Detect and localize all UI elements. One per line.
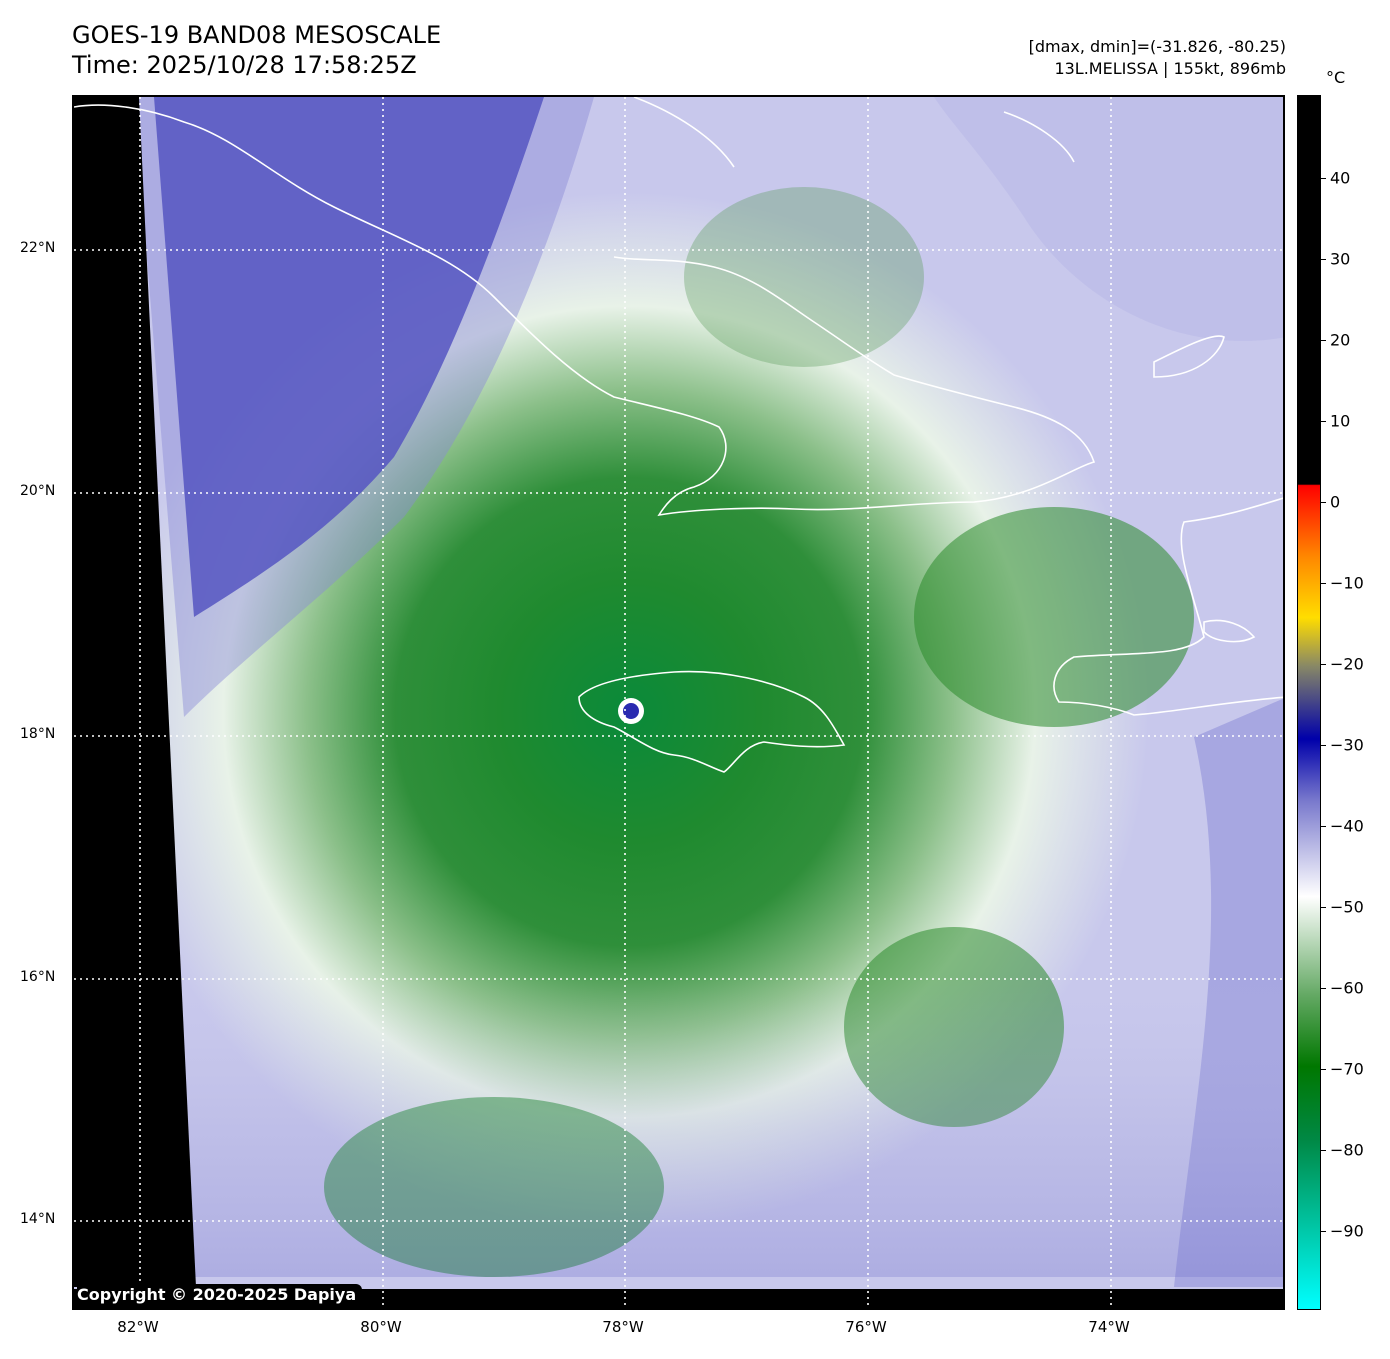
colorbar-tick-label: −60 <box>1330 978 1364 998</box>
colorbar-tick-label: 20 <box>1330 330 1351 350</box>
lon-label-80w: 80°W <box>360 1318 402 1336</box>
lat-lon-grid <box>74 97 1283 1308</box>
colorbar-tick-mark <box>1321 664 1326 665</box>
product-title: GOES-19 BAND08 MESOSCALE <box>72 21 442 49</box>
dry-air-region <box>134 97 544 617</box>
lat-label-22n: 22°N <box>20 240 56 256</box>
satellite-image <box>72 95 1285 1310</box>
colorbar-tick-label: −10 <box>1330 573 1364 593</box>
colorbar-tick-label: −30 <box>1330 735 1364 755</box>
lat-label-20n: 20°N <box>20 483 56 499</box>
lon-label-74w: 74°W <box>1088 1318 1130 1336</box>
colorbar-tick-mark <box>1321 502 1326 503</box>
colorbar-tick-mark <box>1321 826 1326 827</box>
colorbar-tick-label: −40 <box>1330 816 1364 836</box>
colorbar-tick-mark <box>1321 421 1326 422</box>
lat-label-14n: 14°N <box>20 1211 56 1227</box>
storm-info: 13L.MELISSA | 155kt, 896mb <box>1054 59 1286 78</box>
colorbar-tick-label: −80 <box>1330 1140 1364 1160</box>
lon-label-78w: 78°W <box>602 1318 644 1336</box>
copyright-notice: Copyright © 2020-2025 Dapiya <box>77 1284 363 1307</box>
colorbar-tick-label: −20 <box>1330 654 1364 674</box>
observation-time: Time: 2025/10/28 17:58:25Z <box>72 51 417 79</box>
colorbar-tick-label: 30 <box>1330 249 1351 269</box>
lon-label-82w: 82°W <box>117 1318 159 1336</box>
lon-label-76w: 76°W <box>845 1318 887 1336</box>
colorbar-unit: °C <box>1326 68 1346 87</box>
colorbar-tick-mark <box>1321 745 1326 746</box>
lat-label-18n: 18°N <box>20 726 56 742</box>
colorbar-tick-mark <box>1321 988 1326 989</box>
coastlines <box>74 97 1283 773</box>
colorbar-tick-label: 40 <box>1330 168 1351 188</box>
colorbar-tick-label: −70 <box>1330 1059 1364 1079</box>
colorbar-tick-mark <box>1321 340 1326 341</box>
colorbar-tick-mark <box>1321 583 1326 584</box>
colorbar-tick-mark <box>1321 1069 1326 1070</box>
colorbar-tick-label: −50 <box>1330 897 1364 917</box>
water-vapor-imagery <box>74 97 1283 1308</box>
colorbar-tick-label: 10 <box>1330 411 1351 431</box>
colorbar-tick-label: 0 <box>1330 492 1341 512</box>
colorbar-tick-mark <box>1321 1150 1326 1151</box>
colorbar-tick-mark <box>1321 259 1326 260</box>
colorbar <box>1297 95 1321 1310</box>
lat-label-16n: 16°N <box>20 969 56 985</box>
colorbar-tick-mark <box>1321 1231 1326 1232</box>
colorbar-tick-label: −90 <box>1330 1221 1364 1241</box>
colorbar-tick-mark <box>1321 178 1326 179</box>
colorbar-tick-mark <box>1321 907 1326 908</box>
temperature-range: [dmax, dmin]=(-31.826, -80.25) <box>1028 37 1286 56</box>
